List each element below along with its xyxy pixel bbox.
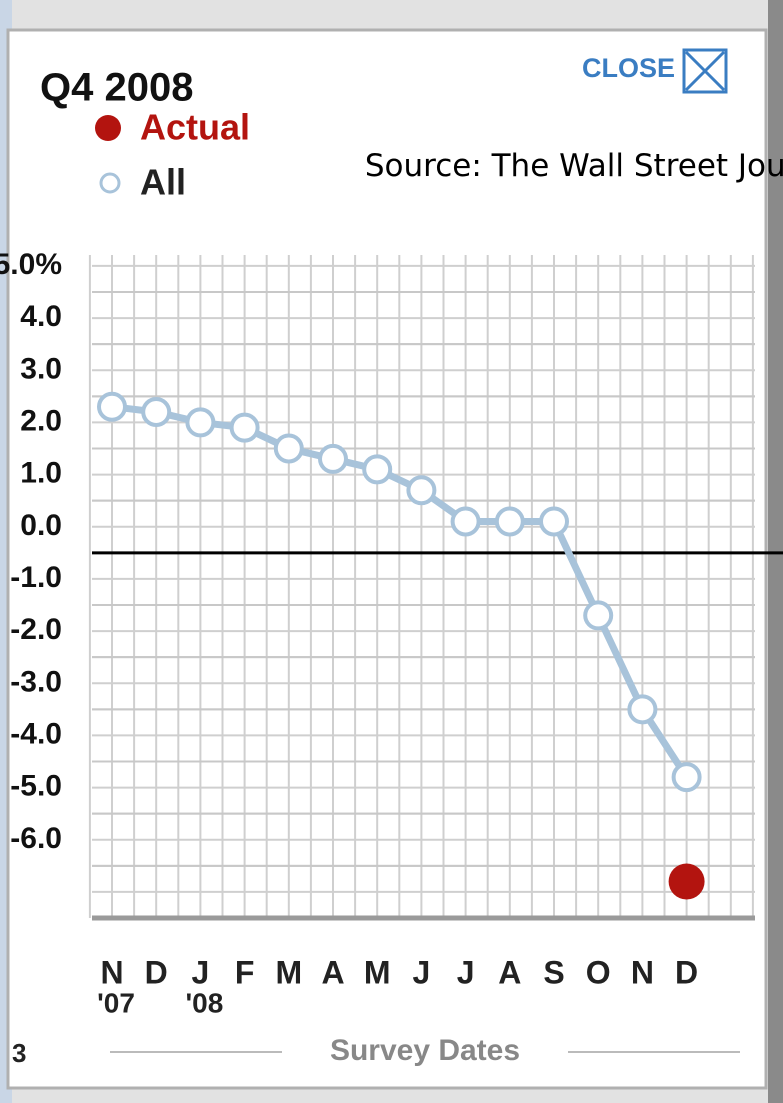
- legend-label: All: [140, 162, 186, 203]
- y-tick-label: 1.0: [20, 457, 62, 490]
- x-tick-label: M: [364, 954, 391, 990]
- y-tick-label: -6.0: [10, 822, 62, 855]
- point: [273, 433, 304, 464]
- x-tick-label: S: [543, 954, 564, 990]
- x-year-label: '07: [97, 987, 135, 1018]
- x-tick-label: M: [275, 954, 302, 990]
- point: [450, 506, 481, 537]
- close-x: [684, 50, 726, 92]
- x-year-label: '08: [185, 987, 223, 1018]
- legend-marker: [99, 172, 121, 194]
- point: [141, 396, 172, 427]
- legend-marker: [95, 115, 121, 141]
- x-tick-label: A: [321, 954, 344, 990]
- point: [97, 391, 127, 422]
- x-tick-label: O: [586, 954, 611, 990]
- y-tick-label: -4.0: [10, 717, 62, 750]
- x-tick-label: F: [235, 954, 255, 990]
- y-tick-label: 4.0: [20, 300, 62, 333]
- chart-title: Q4 2008: [40, 66, 193, 110]
- x-tick-label: J: [413, 954, 431, 990]
- x-tick-label: D: [145, 954, 168, 990]
- point: [494, 506, 525, 537]
- x-tick-label: N: [631, 954, 654, 990]
- x-tick-label: N: [100, 954, 123, 990]
- y-tick-label: -1.0: [10, 561, 62, 594]
- y-tick-label: 3.0: [20, 352, 62, 385]
- point: [668, 863, 705, 900]
- close-label[interactable]: CLOSE: [582, 53, 675, 83]
- y-tick-label: 5.0%: [0, 248, 62, 281]
- point: [627, 694, 658, 725]
- y-tick-label: -3.0: [10, 665, 62, 698]
- point: [229, 412, 260, 443]
- x-tick-label: D: [675, 954, 698, 990]
- point: [539, 506, 569, 537]
- x-tick-label: J: [457, 954, 475, 990]
- point: [318, 443, 348, 474]
- y-tick-label: -5.0: [10, 770, 62, 803]
- close-button[interactable]: CLOSE: [582, 48, 728, 94]
- y-tick-label: -2.0: [10, 613, 62, 646]
- annotation: Source: The Wall Street Journal: [364, 148, 783, 184]
- point: [362, 454, 393, 485]
- x-tick-label: A: [498, 954, 521, 990]
- x-tick-label: J: [192, 954, 210, 990]
- legend-label: Actual: [140, 107, 250, 148]
- background-text: 3: [12, 1038, 26, 1068]
- x-axis-label: Survey Dates: [330, 1034, 520, 1067]
- point: [671, 762, 702, 793]
- point: [583, 600, 614, 631]
- y-tick-label: 0.0: [20, 509, 62, 542]
- point: [185, 407, 216, 438]
- y-tick-label: 2.0: [20, 404, 62, 437]
- point: [406, 475, 437, 506]
